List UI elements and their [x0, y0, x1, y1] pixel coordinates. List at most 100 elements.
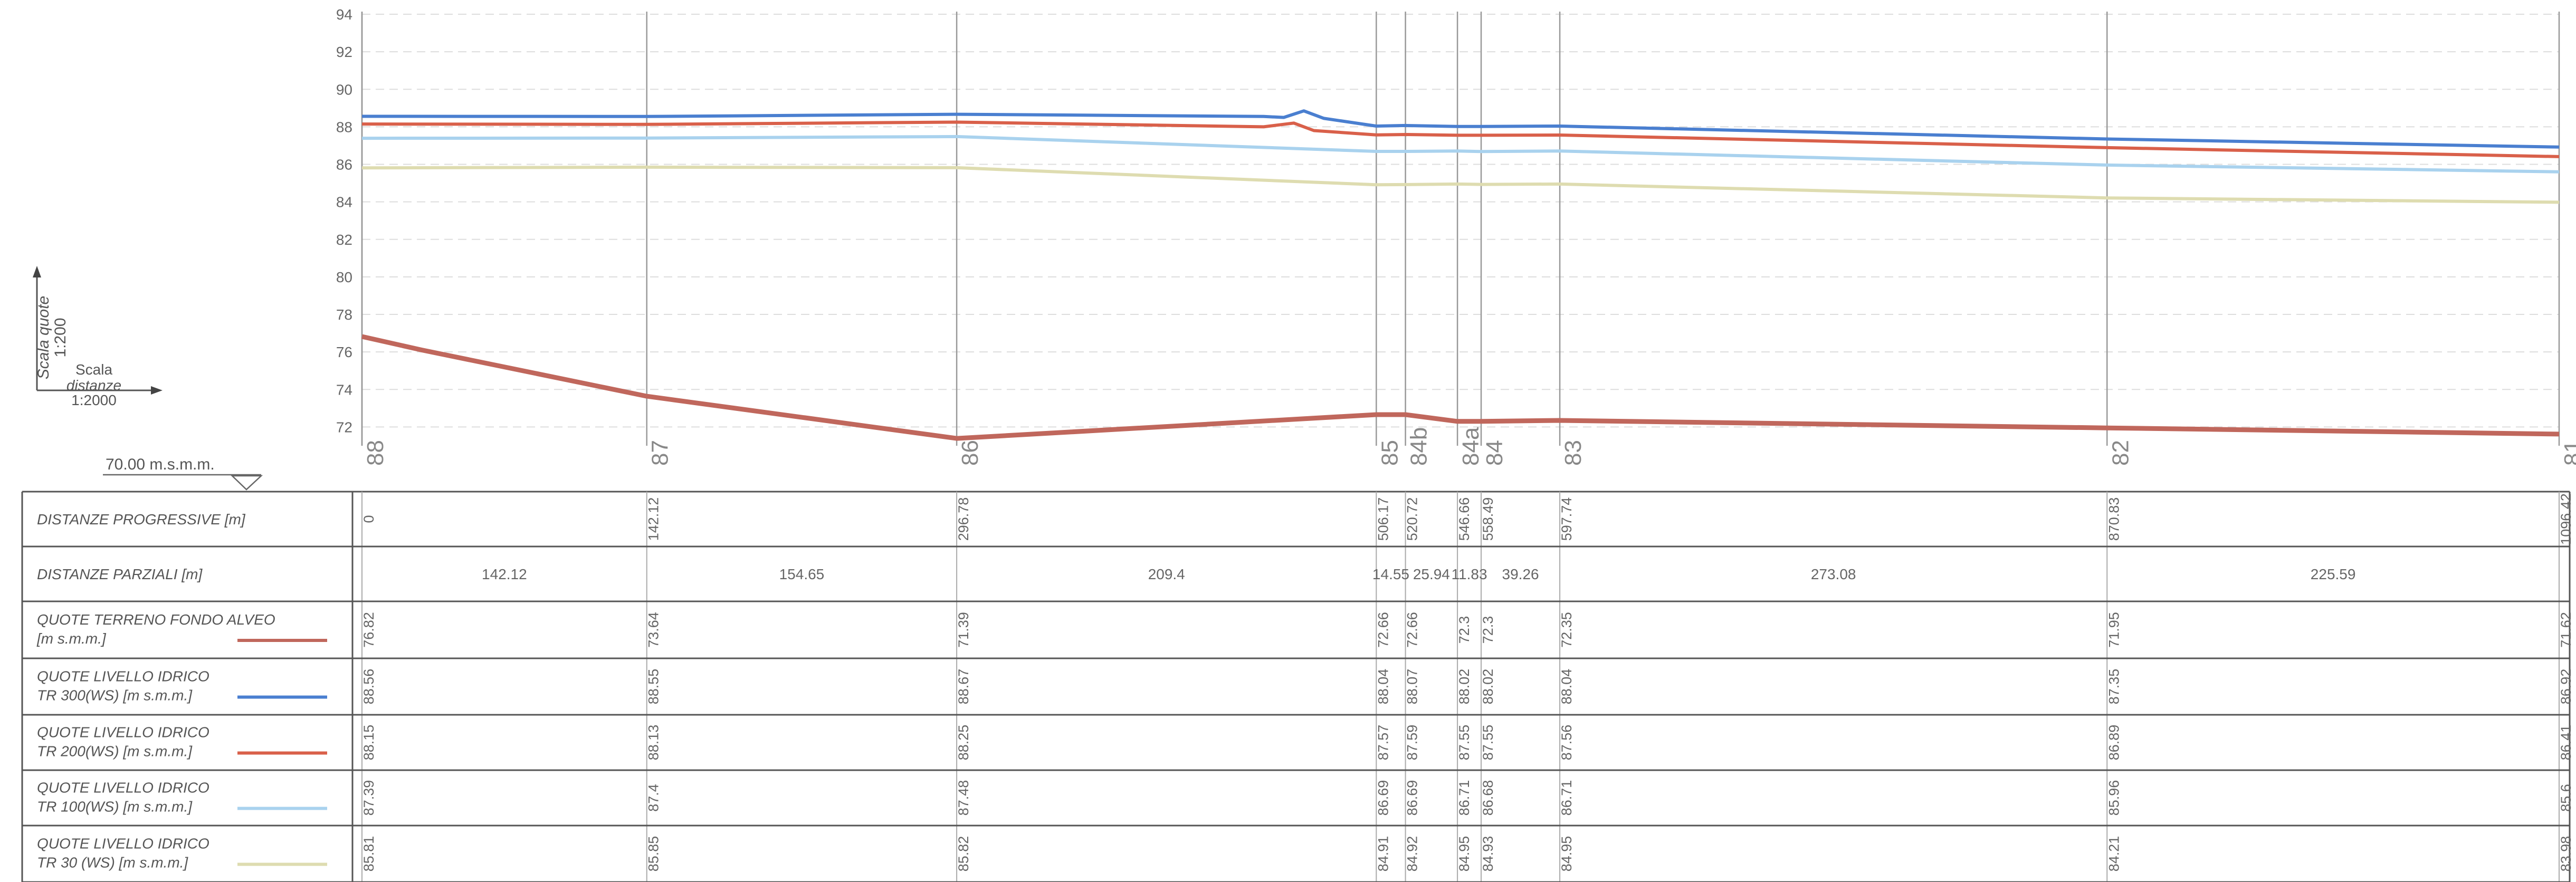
section-label: 86 — [957, 440, 983, 466]
horizontal-scale-ratio: 1:2000 — [71, 392, 117, 408]
row-label-unit: TR 200(WS) [m s.m.m.] — [37, 743, 193, 760]
y-tick-label: 90 — [336, 81, 352, 98]
table-cell: 72.66 — [1375, 612, 1391, 648]
table-cell: 88.15 — [361, 725, 377, 761]
table-cell: 76.82 — [361, 612, 377, 648]
row-label: DISTANZE PROGRESSIVE [m] — [37, 511, 246, 528]
section-label: 84a — [1458, 427, 1484, 466]
table-cell: 88.04 — [1559, 669, 1575, 705]
table-cell: 71.39 — [956, 612, 971, 648]
table-cell: 86.69 — [1405, 780, 1420, 816]
table-cell: 88.56 — [361, 669, 377, 705]
table-cell: 520.72 — [1405, 497, 1420, 541]
table-cell: 85.96 — [2106, 780, 2122, 816]
table-cell: 39.26 — [1502, 566, 1539, 582]
table-cell: 87.55 — [1456, 725, 1472, 761]
table-cell: 85.6 — [2558, 784, 2574, 812]
horizontal-scale-label-2: distanze — [66, 377, 121, 394]
series-line — [361, 135, 2560, 174]
table-cell: 88.67 — [956, 669, 971, 705]
row-label: QUOTE LIVELLO IDRICO — [37, 724, 209, 741]
table-cell: 85.82 — [956, 836, 971, 872]
table-cell: 87.48 — [956, 780, 971, 816]
y-tick-label: 78 — [336, 306, 352, 323]
section-label: 81 — [2560, 440, 2576, 466]
y-tick-label: 84 — [336, 194, 352, 210]
series-line — [361, 120, 2560, 158]
y-tick-label: 88 — [336, 119, 352, 135]
section-label: 88 — [362, 440, 388, 466]
table-cell: 84.93 — [1480, 836, 1496, 872]
row-label: DISTANZE PARZIALI [m] — [37, 566, 203, 582]
table-cell: 154.65 — [779, 566, 825, 582]
section-label: 84b — [1406, 427, 1432, 466]
table-cell: 597.74 — [1559, 497, 1575, 541]
table-cell: 86.92 — [2558, 669, 2574, 705]
table-cell: 88.02 — [1456, 669, 1472, 705]
table-cell: 86.69 — [1375, 780, 1391, 816]
vertical-scale-ratio: 1:200 — [52, 318, 69, 357]
table-cell: 546.66 — [1456, 497, 1472, 541]
table-cell: 11.83 — [1452, 566, 1487, 582]
section-label: 83 — [1560, 440, 1586, 466]
table-cell: 84.91 — [1375, 836, 1391, 872]
table-cell: 86.89 — [2106, 725, 2122, 761]
vertical-scale-label: Scala quote — [35, 296, 52, 379]
table-cell: 87.39 — [361, 780, 377, 816]
table-cell: 87.4 — [646, 784, 662, 812]
table-cell: 296.78 — [956, 497, 971, 541]
table-cell: 72.3 — [1480, 616, 1496, 644]
section-label: 82 — [2107, 440, 2133, 466]
table-cell: 84.95 — [1456, 836, 1472, 872]
table-cell: 142.12 — [482, 566, 527, 582]
table-cell: 273.08 — [1811, 566, 1856, 582]
datum-label: 70.00 m.s.m.m. — [106, 456, 215, 473]
y-tick-label: 86 — [336, 157, 352, 173]
table-cell: 84.95 — [1559, 836, 1575, 872]
scale-indicator: Scala quote 1:200 Scala distanze 1:2000 — [33, 266, 163, 408]
table-cell: 25.94 — [1413, 566, 1450, 582]
table-cell: 88.07 — [1405, 669, 1420, 705]
table-cell: 225.59 — [2311, 566, 2356, 582]
data-table: DISTANZE PROGRESSIVE [m] 0 142.12 296.78 506… — [21, 491, 2574, 882]
table-cell: 71.62 — [2558, 612, 2574, 648]
row-label-unit: TR 300(WS) [m s.m.m.] — [37, 687, 193, 704]
table-cell: 88.55 — [646, 669, 662, 705]
horizontal-scale-label: Scala — [75, 361, 112, 378]
row-label: QUOTE LIVELLO IDRICO — [37, 780, 209, 796]
table-cell: 558.49 — [1480, 497, 1496, 541]
table-cell: 83.98 — [2558, 836, 2574, 872]
row-label-unit: TR 30 (WS) [m s.m.m.] — [37, 855, 188, 871]
table-cell: 86.41 — [2558, 725, 2574, 761]
y-tick-label: 80 — [336, 269, 352, 285]
row-label: QUOTE TERRENO FONDO ALVEO — [37, 611, 275, 628]
row-label-unit: [m s.m.m.] — [36, 630, 107, 647]
table-cell: 87.56 — [1559, 725, 1575, 761]
table-cell: 86.71 — [1559, 780, 1575, 816]
row-label: QUOTE LIVELLO IDRICO — [37, 668, 209, 685]
table-cell: 506.17 — [1375, 497, 1391, 541]
row-label-unit: TR 100(WS) [m s.m.m.] — [37, 799, 193, 815]
table-cell: 73.64 — [646, 612, 662, 648]
table-cell: 88.25 — [956, 725, 971, 761]
row-label: QUOTE LIVELLO IDRICO — [37, 836, 209, 852]
table-cell: 0 — [361, 515, 377, 523]
series-line — [361, 109, 2560, 149]
table-cell: 71.95 — [2106, 612, 2122, 648]
series-line — [361, 165, 2560, 204]
y-tick-label: 74 — [336, 381, 352, 398]
table-cell: 86.71 — [1456, 780, 1472, 816]
table-cell: 1096.42 — [2558, 493, 2574, 545]
table-cell: 88.02 — [1480, 669, 1496, 705]
table-cell: 87.59 — [1405, 725, 1420, 761]
table-cell: 870.83 — [2106, 497, 2122, 541]
datum-label-group: 70.00 m.s.m.m. — [103, 456, 263, 491]
table-cell: 84.21 — [2106, 836, 2122, 872]
y-tick-label: 72 — [336, 419, 352, 435]
table-cell: 142.12 — [646, 497, 662, 541]
table-cell: 87.35 — [2106, 669, 2122, 705]
y-tick-label: 94 — [336, 6, 352, 23]
series-line — [361, 334, 2560, 441]
